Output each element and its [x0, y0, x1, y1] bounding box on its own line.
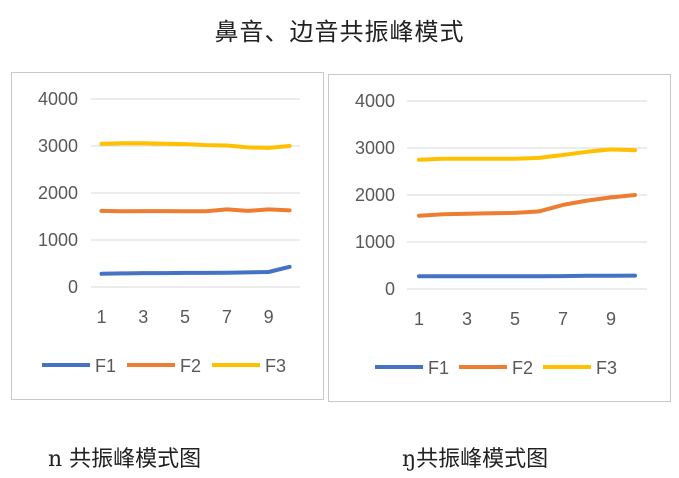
chart-panel-ng: 0 1000 2000 3000 4000 1 3 5 7 9 F1 F2 F3	[328, 74, 671, 402]
series-line-f2	[417, 193, 637, 218]
series-line-f1	[417, 273, 637, 279]
x-tick-label: 5	[180, 307, 190, 327]
x-tick-label: 1	[96, 307, 106, 327]
series-line-f3	[417, 147, 637, 162]
x-tick-label: 9	[264, 307, 274, 327]
x-tick-label: 3	[462, 309, 472, 329]
x-tick-label: 3	[138, 307, 148, 327]
y-tick-label: 1000	[355, 232, 395, 252]
y-tick-label: 4000	[38, 89, 78, 109]
y-tick-label: 4000	[355, 91, 395, 111]
series-line-f1	[99, 264, 292, 276]
y-tick-label: 2000	[355, 185, 395, 205]
series-line-f2	[99, 207, 292, 214]
page-title: 鼻音、边音共振峰模式	[214, 18, 465, 46]
y-tick-label: 2000	[38, 183, 78, 203]
y-tick-label: 3000	[38, 136, 78, 156]
caption-ng: ŋ共振峰模式图	[402, 447, 549, 472]
chart-n: 0 1000 2000 3000 4000 1 3 5 7 9 F1 F2 F3	[38, 89, 300, 376]
x-tick-label: 7	[558, 309, 568, 329]
chart-ng: 0 1000 2000 3000 4000 1 3 5 7 9 F1 F2 F3	[355, 91, 647, 378]
legend-label-f1: F1	[95, 356, 116, 376]
legend-label-f2: F2	[180, 356, 201, 376]
x-tick-label: 1	[414, 309, 424, 329]
y-tick-label: 3000	[355, 138, 395, 158]
y-tick-label: 0	[68, 277, 78, 297]
legend-label-f1: F1	[428, 358, 449, 378]
x-tick-label: 9	[606, 309, 616, 329]
legend-label-f2: F2	[512, 358, 533, 378]
chart-panel-n: 0 1000 2000 3000 4000 1 3 5 7 9 F1 F2 F3	[11, 72, 324, 400]
caption-n: n 共振峰模式图	[48, 447, 202, 472]
legend-label-f3: F3	[596, 358, 617, 378]
x-tick-label: 5	[510, 309, 520, 329]
y-tick-label: 1000	[38, 230, 78, 250]
legend-label-f3: F3	[265, 356, 286, 376]
series-line-f3	[99, 141, 292, 150]
x-tick-label: 7	[222, 307, 232, 327]
y-tick-label: 0	[385, 279, 395, 299]
